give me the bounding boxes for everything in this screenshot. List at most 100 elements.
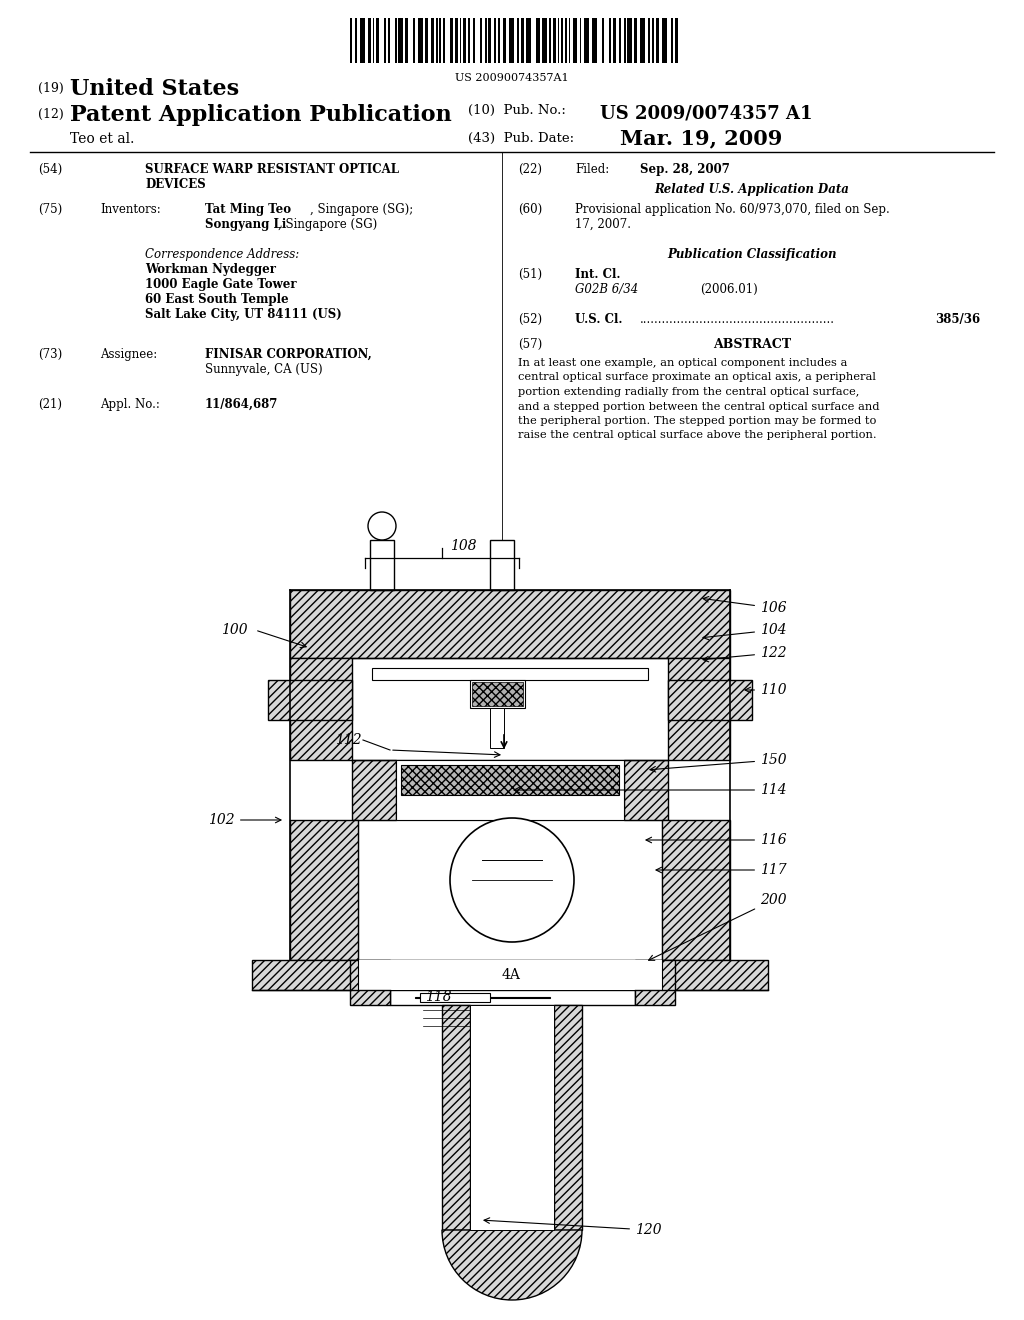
- Bar: [568, 18, 570, 63]
- Text: (52): (52): [518, 313, 542, 326]
- Bar: [350, 960, 390, 1005]
- Text: 104: 104: [703, 623, 786, 640]
- Bar: [398, 18, 403, 63]
- Bar: [602, 18, 604, 63]
- Text: 118: 118: [425, 990, 452, 1005]
- Text: (19): (19): [38, 82, 63, 95]
- Text: Sep. 28, 2007: Sep. 28, 2007: [640, 162, 730, 176]
- Text: Tat Ming Teo: Tat Ming Teo: [205, 203, 291, 216]
- Bar: [455, 18, 458, 63]
- Text: DEVICES: DEVICES: [145, 178, 206, 191]
- Bar: [525, 18, 530, 63]
- Bar: [388, 18, 390, 63]
- Bar: [480, 18, 481, 63]
- Text: (22): (22): [518, 162, 542, 176]
- Text: raise the central optical surface above the peripheral portion.: raise the central optical surface above …: [518, 430, 877, 441]
- Bar: [358, 820, 662, 960]
- Text: portion extending radially from the central optical surface,: portion extending radially from the cent…: [518, 387, 859, 397]
- Bar: [498, 18, 500, 63]
- Bar: [553, 18, 556, 63]
- Text: Publication Classification: Publication Classification: [668, 248, 837, 261]
- Bar: [439, 18, 441, 63]
- Text: 106: 106: [703, 597, 786, 615]
- Bar: [609, 18, 611, 63]
- Bar: [394, 18, 396, 63]
- Bar: [420, 993, 490, 1002]
- Bar: [536, 18, 541, 63]
- Bar: [662, 820, 730, 960]
- Bar: [425, 18, 428, 63]
- Bar: [573, 18, 577, 63]
- Bar: [406, 18, 409, 63]
- Text: Sunnyvale, CA (US): Sunnyvale, CA (US): [205, 363, 323, 376]
- Bar: [373, 18, 375, 63]
- Text: 117: 117: [656, 863, 786, 876]
- Bar: [668, 657, 730, 760]
- Text: FINISAR CORPORATION,: FINISAR CORPORATION,: [205, 348, 372, 360]
- Bar: [624, 18, 626, 63]
- Bar: [355, 18, 356, 63]
- Bar: [390, 990, 635, 1005]
- Text: the peripheral portion. The stepped portion may be formed to: the peripheral portion. The stepped port…: [518, 416, 877, 426]
- Text: , Singapore (SG);: , Singapore (SG);: [310, 203, 414, 216]
- Text: (51): (51): [518, 268, 542, 281]
- Text: Salt Lake City, UT 84111 (US): Salt Lake City, UT 84111 (US): [145, 308, 342, 321]
- Bar: [436, 18, 437, 63]
- Text: Appl. No.:: Appl. No.:: [100, 399, 160, 411]
- Bar: [585, 18, 590, 63]
- Text: 100: 100: [221, 623, 248, 638]
- Bar: [460, 18, 462, 63]
- Text: (54): (54): [38, 162, 62, 176]
- Bar: [593, 18, 597, 63]
- Bar: [543, 18, 547, 63]
- Text: ABSTRACT: ABSTRACT: [713, 338, 792, 351]
- Text: 108: 108: [450, 539, 476, 553]
- Text: 11/864,687: 11/864,687: [205, 399, 279, 411]
- Text: (10)  Pub. No.:: (10) Pub. No.:: [468, 104, 566, 117]
- Text: Teo et al.: Teo et al.: [70, 132, 134, 147]
- Bar: [396, 760, 624, 820]
- Text: 116: 116: [646, 833, 786, 847]
- Text: US 20090074357A1: US 20090074357A1: [456, 73, 568, 83]
- Bar: [442, 1005, 470, 1230]
- Text: US 2009/0074357 A1: US 2009/0074357 A1: [600, 104, 812, 121]
- Text: Inventors:: Inventors:: [100, 203, 161, 216]
- Text: (21): (21): [38, 399, 62, 411]
- Bar: [290, 657, 352, 760]
- Text: (43)  Pub. Date:: (43) Pub. Date:: [468, 132, 574, 145]
- Text: (12): (12): [38, 108, 63, 121]
- Bar: [580, 18, 582, 63]
- Bar: [290, 820, 358, 960]
- Text: central optical surface proximate an optical axis, a peripheral: central optical surface proximate an opt…: [518, 372, 876, 383]
- Text: Workman Nydegger: Workman Nydegger: [145, 263, 276, 276]
- Text: 60 East South Temple: 60 East South Temple: [145, 293, 289, 306]
- Text: 4A: 4A: [502, 968, 521, 982]
- Text: (60): (60): [518, 203, 543, 216]
- Bar: [472, 682, 523, 706]
- Bar: [368, 18, 371, 63]
- Bar: [618, 18, 621, 63]
- Bar: [350, 18, 352, 63]
- Text: SURFACE WARP RESISTANT OPTICAL: SURFACE WARP RESISTANT OPTICAL: [145, 162, 399, 176]
- Bar: [490, 708, 504, 748]
- Text: 110: 110: [745, 682, 786, 697]
- Bar: [463, 18, 466, 63]
- Bar: [628, 18, 632, 63]
- Text: Provisional application No. 60/973,070, filed on Sep.: Provisional application No. 60/973,070, …: [575, 203, 890, 216]
- Text: 114: 114: [514, 783, 786, 797]
- Text: Filed:: Filed:: [575, 162, 609, 176]
- Text: Songyang Li: Songyang Li: [205, 218, 287, 231]
- Circle shape: [450, 818, 574, 942]
- Text: 120: 120: [484, 1218, 662, 1237]
- Text: Mar. 19, 2009: Mar. 19, 2009: [620, 128, 782, 148]
- Bar: [470, 1005, 554, 1230]
- Bar: [490, 540, 514, 590]
- Bar: [370, 540, 394, 590]
- Bar: [565, 18, 566, 63]
- Text: (2006.01): (2006.01): [700, 282, 758, 296]
- Text: United States: United States: [70, 78, 240, 100]
- Bar: [561, 18, 563, 63]
- Bar: [470, 680, 525, 708]
- Bar: [468, 18, 470, 63]
- Bar: [488, 18, 492, 63]
